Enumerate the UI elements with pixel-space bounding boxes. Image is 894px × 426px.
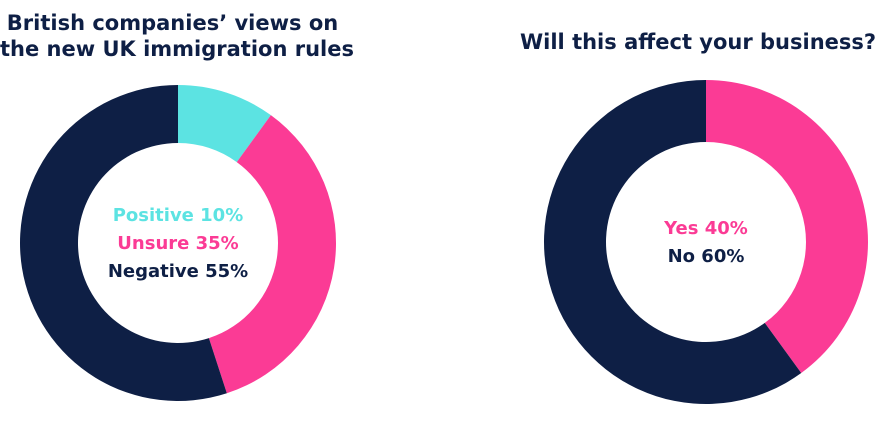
chart-title-line-1: Will this affect your business? — [520, 30, 877, 54]
donut-chart: Yes 40% No 60% — [544, 80, 869, 404]
slice-yes — [706, 80, 869, 374]
chart-title: Will this affect your business? — [520, 29, 877, 55]
slice-unsure — [208, 115, 337, 394]
slice-negative — [20, 85, 227, 401]
data-label-positive: Positive 10% — [113, 205, 244, 226]
data-label-negative: Negative 55% — [108, 261, 248, 282]
data-label-no: No 60% — [668, 246, 745, 267]
data-label-unsure: Unsure 35% — [117, 233, 238, 254]
chart-title-line-1: British companies’ views on — [6, 11, 339, 35]
chart-title-line-2: the new UK immigration rules — [0, 37, 354, 61]
slice-no — [544, 80, 802, 404]
chart-immigration-views: British companies’ views on the new UK i… — [0, 10, 354, 401]
data-label-yes: Yes 40% — [663, 218, 748, 239]
chart-title: British companies’ views on the new UK i… — [0, 10, 354, 62]
donut-chart: Positive 10% Unsure 35% Negative 55% — [20, 85, 337, 401]
slice-positive — [178, 85, 271, 163]
chart-affect-business: Will this affect your business? Yes 40% N… — [450, 0, 894, 426]
